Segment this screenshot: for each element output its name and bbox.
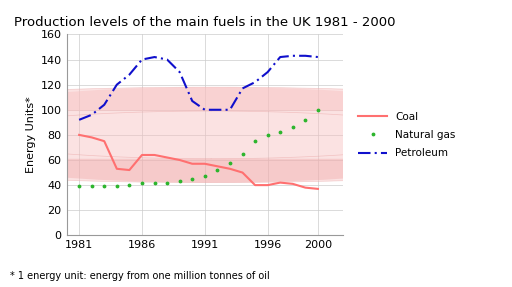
Y-axis label: Energy Units*: Energy Units* bbox=[27, 96, 36, 173]
Legend: Coal, Natural gas, Petroleum: Coal, Natural gas, Petroleum bbox=[354, 107, 460, 162]
Wedge shape bbox=[0, 159, 450, 183]
Wedge shape bbox=[0, 87, 450, 111]
Circle shape bbox=[0, 87, 512, 183]
Title: Production levels of the main fuels in the UK 1981 - 2000: Production levels of the main fuels in t… bbox=[14, 16, 396, 29]
Text: * 1 energy unit: energy from one million tonnes of oil: * 1 energy unit: energy from one million… bbox=[10, 271, 270, 281]
